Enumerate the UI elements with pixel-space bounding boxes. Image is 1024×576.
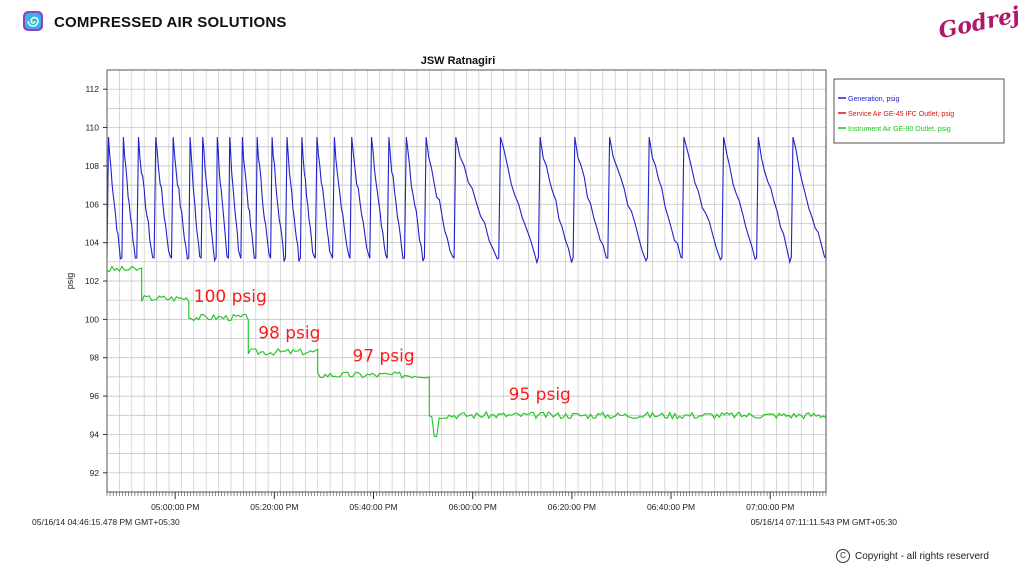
x-tick-label: 05:40:00 PM <box>349 502 397 512</box>
swirl-logo-icon <box>22 10 44 32</box>
x-tick-label: 05:20:00 PM <box>250 502 298 512</box>
copyright: C Copyright - all rights reserverd <box>836 549 989 563</box>
y-tick-label: 112 <box>85 84 99 94</box>
y-tick-label: 108 <box>85 161 99 171</box>
legend-entry: Generation, psig <box>848 96 899 103</box>
x-tick-label: 06:40:00 PM <box>647 502 695 512</box>
annotation-label: 95 psig <box>509 385 571 405</box>
end-timestamp: 05/16/14 07:11:11.543 PM GMT+05:30 <box>751 517 898 527</box>
series-instrument-air <box>106 265 827 437</box>
x-tick-label: 06:00:00 PM <box>449 502 497 512</box>
chart-legend: Generation, psig Service Air GE-45 IFC Ou… <box>833 78 1005 144</box>
chart-series <box>106 136 827 437</box>
annotation-label: 98 psig <box>258 324 320 344</box>
brand-title: COMPRESSED AIR SOLUTIONS <box>54 14 287 31</box>
y-tick-label: 96 <box>90 391 100 401</box>
y-tick-label: 110 <box>85 123 99 133</box>
y-tick-label: 102 <box>85 276 99 286</box>
y-tick-label: 92 <box>90 468 100 478</box>
x-tick-label: 07:00:00 PM <box>746 502 794 512</box>
legend-box <box>833 78 1005 144</box>
legend-entry: Instrument Air GE-90 Outlet, psig <box>848 126 951 133</box>
x-tick-label: 05:00:00 PM <box>151 502 199 512</box>
y-tick-label: 94 <box>90 429 100 439</box>
copyright-icon: C <box>836 549 850 563</box>
x-tick-label: 06:20:00 PM <box>548 502 596 512</box>
annotation-label: 100 psig <box>194 287 267 307</box>
legend-entry: Service Air GE-45 IFC Outlet, psig <box>848 111 954 118</box>
y-tick-label: 98 <box>90 353 100 363</box>
copyright-text: Copyright - all rights reserverd <box>855 550 989 562</box>
start-timestamp: 05/16/14 04:46:15.478 PM GMT+05:30 <box>32 517 180 527</box>
chart-title: JSW Ratnagiri <box>421 55 496 67</box>
y-tick-label: 104 <box>85 238 99 248</box>
annotation-label: 97 psig <box>352 347 414 367</box>
y-tick-label: 106 <box>85 199 99 209</box>
y-tick-label: 100 <box>85 314 99 324</box>
y-axis-label: psig <box>65 273 75 290</box>
chart-axes: 92 94 96 98 100 102 104 106 108 110 112 05:00:00 PM… <box>32 69 898 527</box>
series-generation <box>106 136 827 265</box>
